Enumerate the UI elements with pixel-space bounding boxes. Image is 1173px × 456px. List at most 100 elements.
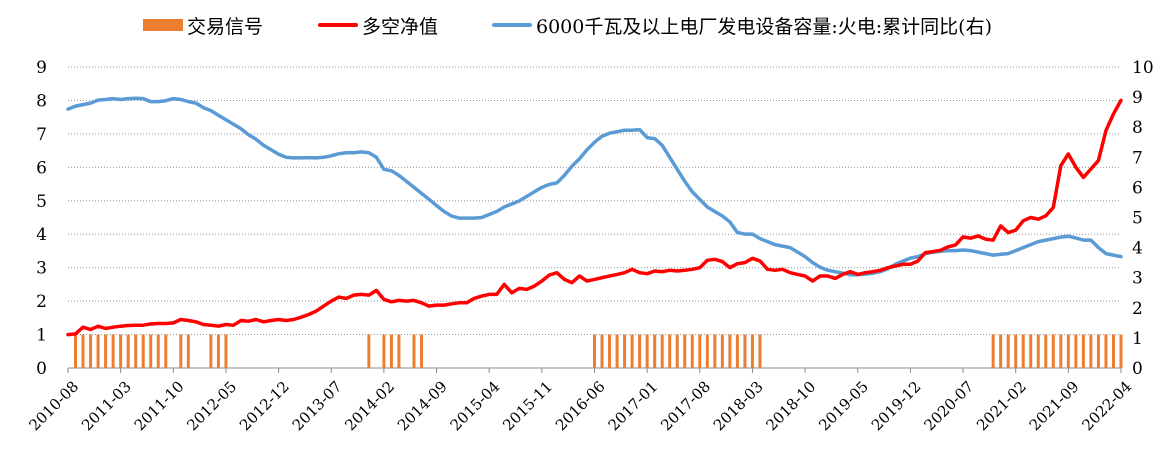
signal-bar-6 [119,334,123,368]
legend-swatch-capacity [492,23,532,27]
signal-bar-5 [111,334,115,368]
y-right-tick-6: 6 [1132,178,1143,198]
signal-bar-4 [104,334,108,368]
signal-bar-8 [134,334,138,368]
signal-bar-42 [728,334,732,368]
y-right-tick-9: 9 [1132,88,1143,108]
signal-bar-41 [720,334,724,368]
x-tick-label-2012-12: 2012-12 [236,378,293,435]
signal-bar-7 [126,334,130,368]
signal-bar-59 [1081,334,1085,368]
y-right-tick-7: 7 [1132,148,1143,168]
signal-bar-18 [367,334,371,368]
x-tick-label-2010-08: 2010-08 [25,378,82,435]
x-tick-label-2016-06: 2016-06 [552,378,609,435]
y-left-tick-9: 9 [36,58,47,78]
y-left-tick-0: 0 [36,359,47,379]
x-tick-label-2014-09: 2014-09 [394,378,451,435]
x-tick-label-2019-05: 2019-05 [815,378,872,435]
signal-bar-26 [608,334,612,368]
signal-bar-27 [615,334,619,368]
y-left-tick-1: 1 [36,326,47,346]
signal-bar-16 [216,334,220,368]
signal-bar-64 [1119,334,1123,368]
signal-bar-36 [683,334,687,368]
y-axis-left: 0 1 2 3 4 5 6 7 8 9 [36,58,47,379]
legend-item-signal: 交易信号 [143,10,263,40]
signal-bar-49 [1006,334,1010,368]
signal-bar-62 [1104,334,1108,368]
signal-bar-0 [74,334,78,368]
signal-bar-1 [81,334,85,368]
x-tick-label-2015-11: 2015-11 [499,378,556,435]
legend-swatch-nav [318,23,358,27]
signal-bar-45 [750,334,754,368]
signal-bar-22 [412,334,416,368]
x-tick-label-2015-04: 2015-04 [447,378,504,435]
signal-bar-56 [1059,334,1063,368]
x-tick-label-2013-07: 2013-07 [289,378,346,435]
signal-bar-9 [141,334,145,368]
x-tick-label-2011-03: 2011-03 [78,378,135,435]
signal-bar-51 [1021,334,1025,368]
signal-bar-3 [96,334,100,368]
x-tick-label-2018-03: 2018-03 [710,378,767,435]
y-right-tick-5: 5 [1132,209,1143,229]
signal-bar-24 [593,334,596,368]
signal-bar-44 [743,334,747,368]
y-axis-right: 0 1 2 3 4 5 6 7 8 9 10 [1132,58,1154,379]
x-tick-label-2022-04: 2022-04 [1078,378,1135,435]
signal-bar-2 [89,334,93,368]
signal-bar-57 [1066,334,1070,368]
x-tick-label-2018-10: 2018-10 [763,378,820,435]
signal-bar-37 [690,334,694,368]
x-tick-label-2021-09: 2021-09 [1026,378,1083,435]
signal-bar-28 [623,334,627,368]
signal-bars [74,334,1123,368]
y-left-tick-2: 2 [36,292,47,312]
y-left-tick-5: 5 [36,192,47,212]
x-tick-label-2021-02: 2021-02 [973,378,1030,435]
chart-legend: 交易信号 多空净值 6000千瓦及以上电厂发电设备容量:火电:累计同比(右) [0,10,1173,40]
signal-bar-15 [209,334,213,368]
signal-bar-52 [1029,334,1033,368]
nav-line [66,98,1123,337]
legend-label-signal: 交易信号 [187,15,264,38]
signal-bar-34 [668,334,672,368]
y-right-tick-1: 1 [1132,329,1143,349]
signal-bar-47 [991,334,995,368]
x-axis: 2010-082011-032011-102012-052012-122013-… [25,368,1135,434]
legend-swatch-signal [143,19,183,31]
y-left-tick-8: 8 [36,91,47,111]
signal-bar-40 [713,334,717,368]
signal-bar-29 [630,334,634,368]
signal-bar-30 [638,334,642,368]
x-tick-label-2014-02: 2014-02 [341,378,398,435]
signal-bar-14 [186,334,190,368]
x-tick-label-2017-08: 2017-08 [657,378,714,435]
signal-bar-46 [758,334,762,368]
signal-bar-58 [1074,334,1078,368]
x-tick-label-2019-12: 2019-12 [868,378,925,435]
x-tick-label-2020-07: 2020-07 [920,378,977,435]
x-tick-label-2017-01: 2017-01 [605,378,662,435]
signal-bar-39 [705,334,709,368]
signal-bar-21 [397,334,401,368]
y-right-tick-2: 2 [1132,299,1143,319]
signal-bar-60 [1089,334,1093,368]
legend-label-nav: 多空净值 [362,15,439,38]
signal-bar-19 [382,334,386,368]
signal-bar-20 [389,334,393,368]
signal-bar-48 [999,334,1003,368]
signal-bar-54 [1044,334,1048,368]
signal-bar-53 [1036,334,1040,368]
y-left-tick-7: 7 [36,125,47,145]
signal-bar-10 [149,334,153,368]
legend-item-nav: 多空净值 [318,10,438,40]
signal-bar-55 [1051,334,1055,368]
signal-bar-35 [675,334,679,368]
signal-bar-32 [653,334,657,368]
y-right-tick-8: 8 [1132,118,1143,138]
signal-bar-11 [156,334,160,368]
